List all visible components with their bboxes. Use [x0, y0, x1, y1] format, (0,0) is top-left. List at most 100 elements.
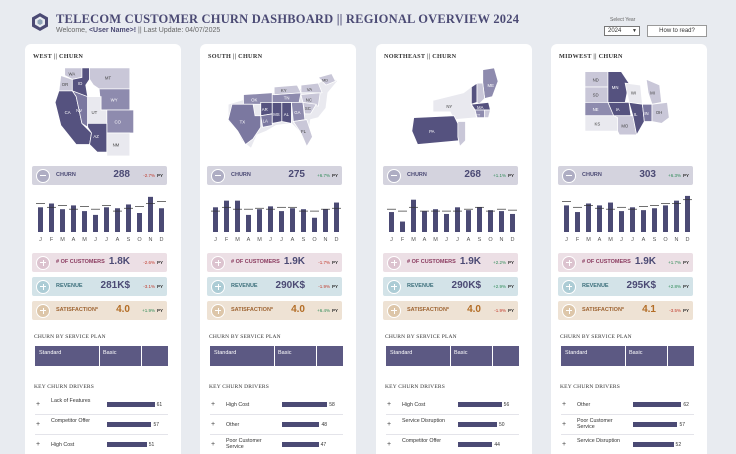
- expand-icon[interactable]: [387, 255, 401, 270]
- churn-bar[interactable]: [213, 207, 218, 232]
- churn-bar[interactable]: [619, 211, 624, 232]
- churn-bar[interactable]: [422, 211, 427, 232]
- kpi-churn[interactable]: CHURN 275 +6.7% PY: [207, 166, 342, 185]
- churn-bar[interactable]: [674, 200, 679, 232]
- kpi-rev[interactable]: REVENUE 290K$ +2.9% PY: [383, 277, 518, 296]
- kpi-cust[interactable]: # OF CUSTOMERS 1.9K +2.2% PY: [383, 253, 518, 272]
- expand-icon[interactable]: [211, 279, 225, 294]
- kpi-churn[interactable]: CHURN 303 +6.3% PY: [558, 166, 693, 185]
- expand-icon[interactable]: [36, 255, 50, 270]
- expand-icon[interactable]: [562, 303, 576, 318]
- expand-icon[interactable]: +: [36, 421, 41, 428]
- expand-icon[interactable]: +: [562, 401, 567, 408]
- churn-bar[interactable]: [652, 208, 657, 232]
- churn-bar[interactable]: [235, 200, 240, 232]
- churn-bar[interactable]: [301, 209, 306, 232]
- collapse-icon[interactable]: [36, 168, 50, 183]
- kpi-cust[interactable]: # OF CUSTOMERS 1.9K +1.7% PY: [558, 253, 693, 272]
- churn-bar[interactable]: [159, 208, 164, 232]
- expand-icon[interactable]: +: [562, 421, 567, 428]
- driver-row[interactable]: + High Cost 56: [386, 395, 519, 415]
- year-select[interactable]: 2024 ▼: [604, 26, 640, 36]
- driver-row[interactable]: + Competitor Offer 44: [386, 435, 519, 454]
- driver-row[interactable]: + Competitor Offer 57: [35, 415, 168, 435]
- churn-bar[interactable]: [71, 205, 76, 232]
- churn-bar[interactable]: [477, 207, 482, 232]
- churn-bar[interactable]: [433, 209, 438, 232]
- expand-icon[interactable]: [387, 279, 401, 294]
- churn-bar[interactable]: [104, 207, 109, 232]
- kpi-rev[interactable]: REVENUE 290K$ -1.9% PY: [207, 277, 342, 296]
- region-map[interactable]: OK TX AR LA MS AL TN KY GA FL NC SC VA M…: [216, 64, 340, 156]
- churn-bar[interactable]: [575, 212, 580, 232]
- service-plan-bar[interactable]: Standard Basic: [561, 346, 694, 366]
- driver-row[interactable]: + Poor Customer Service 57: [561, 415, 694, 435]
- expand-icon[interactable]: +: [562, 441, 567, 448]
- churn-bar[interactable]: [630, 207, 635, 232]
- churn-bar[interactable]: [389, 212, 394, 232]
- expand-icon[interactable]: [211, 303, 225, 318]
- kpi-churn[interactable]: CHURN 288 -2.7% PY: [32, 166, 167, 185]
- kpi-sat[interactable]: SATISFACTION* 4.1 -3.5% PY: [558, 301, 693, 320]
- churn-bar[interactable]: [246, 214, 251, 232]
- churn-bar[interactable]: [499, 211, 504, 232]
- churn-bar[interactable]: [38, 207, 43, 232]
- kpi-cust[interactable]: # OF CUSTOMERS 1.9K -1.7% PY: [207, 253, 342, 272]
- how-to-read-button[interactable]: How to read?: [647, 25, 707, 37]
- churn-bar[interactable]: [400, 221, 405, 232]
- expand-icon[interactable]: +: [36, 401, 41, 408]
- expand-icon[interactable]: [387, 303, 401, 318]
- churn-bar[interactable]: [290, 208, 295, 232]
- churn-bar[interactable]: [685, 195, 690, 232]
- driver-row[interactable]: + Other 48: [210, 415, 343, 435]
- driver-row[interactable]: + High Cost 51: [35, 435, 168, 454]
- collapse-icon[interactable]: [562, 168, 576, 183]
- churn-bar[interactable]: [608, 202, 613, 232]
- kpi-sat[interactable]: SATISFACTION* 4.0 +1.9% PY: [32, 301, 167, 320]
- churn-bar[interactable]: [564, 205, 569, 232]
- service-plan-bar[interactable]: Standard Basic: [35, 346, 168, 366]
- collapse-icon[interactable]: [387, 168, 401, 183]
- driver-row[interactable]: + Lack of Features 61: [35, 395, 168, 415]
- churn-bar[interactable]: [466, 210, 471, 232]
- driver-row[interactable]: + Other 62: [561, 395, 694, 415]
- churn-bar[interactable]: [257, 209, 262, 232]
- expand-icon[interactable]: +: [36, 441, 41, 448]
- kpi-rev[interactable]: REVENUE 295K$ +2.8% PY: [558, 277, 693, 296]
- churn-bar[interactable]: [488, 210, 493, 232]
- churn-bar[interactable]: [323, 209, 328, 232]
- kpi-rev[interactable]: REVENUE 281K$ -3.1% PY: [32, 277, 167, 296]
- driver-row[interactable]: + Service Disruption 52: [561, 435, 694, 454]
- service-plan-bar[interactable]: Standard Basic: [210, 346, 343, 366]
- region-map[interactable]: WA OR ID MT WY CA NV UT CO AZ NM: [41, 64, 165, 156]
- kpi-cust[interactable]: # OF CUSTOMERS 1.8K -2.6% PY: [32, 253, 167, 272]
- driver-row[interactable]: + Service Disruption 50: [386, 415, 519, 435]
- service-plan-bar[interactable]: Standard Basic: [386, 346, 519, 366]
- churn-bar[interactable]: [279, 211, 284, 232]
- expand-icon[interactable]: +: [211, 441, 216, 448]
- churn-bar[interactable]: [641, 210, 646, 232]
- expand-icon[interactable]: [36, 303, 50, 318]
- kpi-churn[interactable]: CHURN 268 +1.1% PY: [383, 166, 518, 185]
- churn-bar[interactable]: [455, 207, 460, 232]
- expand-icon[interactable]: [562, 279, 576, 294]
- churn-bar[interactable]: [93, 214, 98, 232]
- expand-icon[interactable]: [36, 279, 50, 294]
- churn-bar[interactable]: [126, 204, 131, 232]
- region-map[interactable]: ME NY MA CT PA: [392, 64, 516, 156]
- churn-bar[interactable]: [60, 209, 65, 232]
- churn-bar[interactable]: [586, 203, 591, 233]
- churn-bar[interactable]: [268, 206, 273, 232]
- churn-bar[interactable]: [444, 213, 449, 232]
- collapse-icon[interactable]: [211, 168, 225, 183]
- churn-bar[interactable]: [312, 217, 317, 232]
- expand-icon[interactable]: [562, 255, 576, 270]
- churn-bar[interactable]: [597, 205, 602, 232]
- churn-bar[interactable]: [115, 208, 120, 232]
- expand-icon[interactable]: +: [387, 401, 392, 408]
- churn-bar[interactable]: [148, 196, 153, 232]
- churn-bar[interactable]: [411, 199, 416, 232]
- expand-icon[interactable]: +: [211, 401, 216, 408]
- driver-row[interactable]: + High Cost 58: [210, 395, 343, 415]
- churn-bar[interactable]: [137, 213, 142, 232]
